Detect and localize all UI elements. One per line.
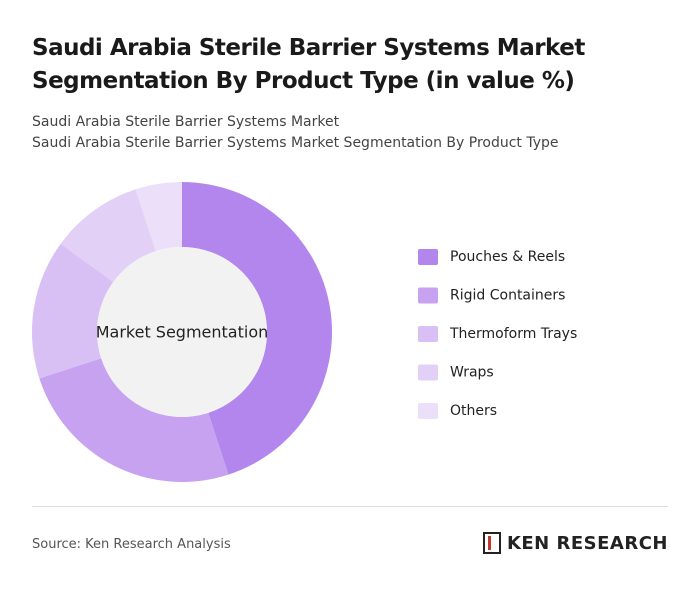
legend-swatch bbox=[418, 249, 438, 265]
chart-title: Saudi Arabia Sterile Barrier Systems Mar… bbox=[32, 35, 585, 94]
legend-label: Pouches & Reels bbox=[450, 249, 565, 265]
center-label: Market Segmentation bbox=[96, 323, 269, 342]
donut-slice bbox=[39, 358, 229, 482]
logo-mark bbox=[482, 532, 501, 554]
legend-swatch bbox=[418, 287, 438, 304]
donut-slice bbox=[182, 182, 333, 475]
donut-hole bbox=[97, 247, 267, 417]
legend-swatch bbox=[418, 364, 438, 381]
logo: KEN RESEARCH bbox=[482, 532, 668, 554]
donut-slice bbox=[135, 182, 182, 252]
source: Source: Ken Research Analysis bbox=[32, 537, 231, 552]
legend-swatch bbox=[418, 403, 438, 419]
legend-label: Rigid Containers bbox=[450, 288, 565, 304]
subtitle: Saudi Arabia Sterile Barrier Systems Mar… bbox=[32, 135, 559, 151]
logo-text: KEN RESEARCH bbox=[506, 532, 668, 554]
legend-label: Others bbox=[450, 403, 497, 419]
donut-slice bbox=[32, 243, 114, 379]
chart: Market Segmentation Pouches & Reels Rigid … bbox=[32, 182, 577, 482]
legend-label: Thermoform Trays bbox=[449, 326, 577, 342]
legend-label: Wraps bbox=[450, 365, 494, 381]
donut-slice bbox=[60, 189, 156, 283]
legend-swatch bbox=[418, 326, 438, 342]
divider bbox=[32, 506, 668, 507]
subtitle: Saudi Arabia Sterile Barrier Systems Mar… bbox=[32, 114, 340, 130]
